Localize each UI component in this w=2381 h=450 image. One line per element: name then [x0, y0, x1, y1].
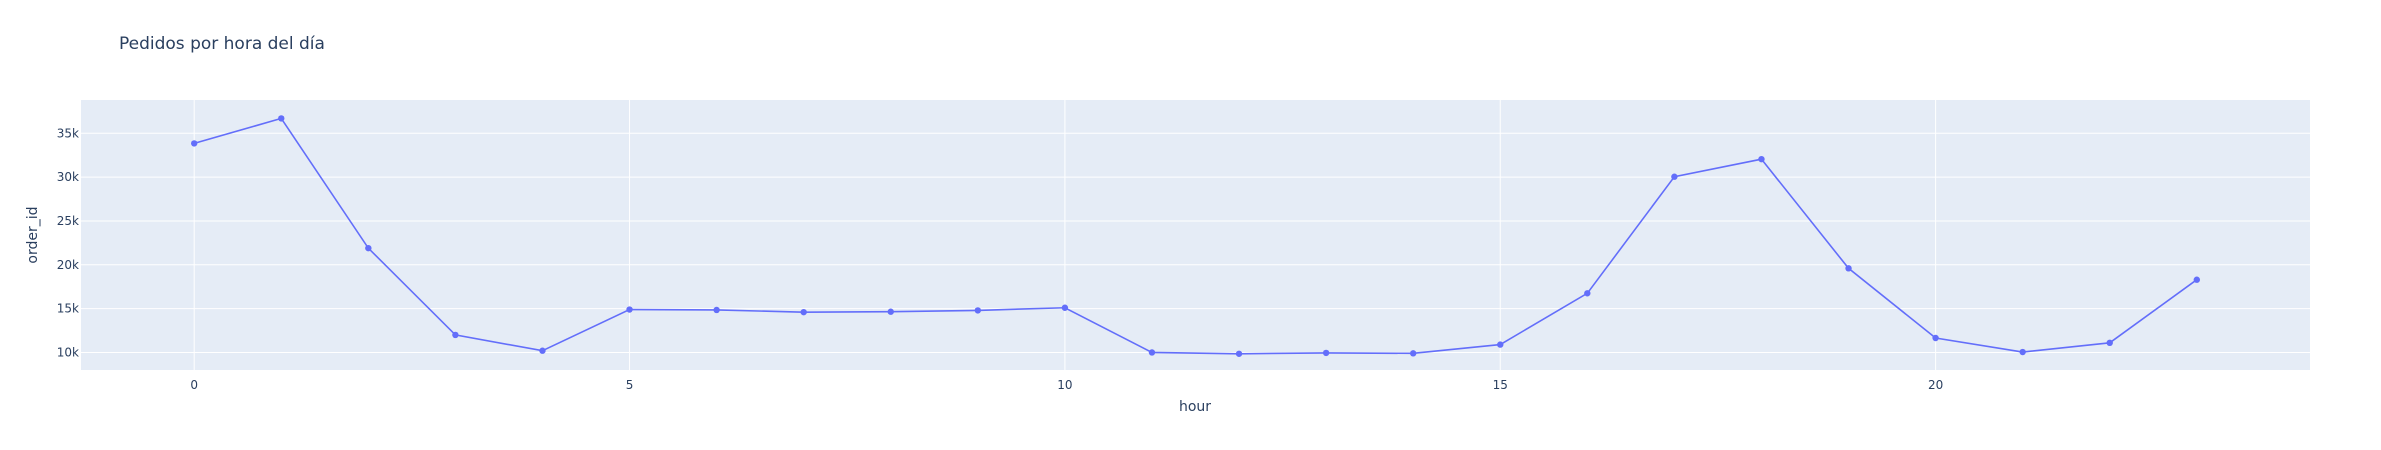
data-point[interactable]	[713, 306, 720, 314]
data-point[interactable]	[800, 308, 807, 316]
data-point[interactable]	[2106, 339, 2113, 347]
data-point[interactable]	[190, 140, 198, 147]
x-axis-label: hour	[1179, 399, 1211, 415]
y-tick-label: 30k	[57, 170, 79, 184]
data-point[interactable]	[365, 244, 372, 252]
y-tick-label: 25k	[57, 214, 79, 228]
data-point[interactable]	[1409, 350, 1417, 357]
x-tick-label: 5	[626, 378, 634, 392]
data-point[interactable]	[278, 115, 285, 122]
y-tick-label: 10k	[57, 345, 79, 359]
data-point[interactable]	[1932, 334, 1939, 342]
data-point[interactable]	[2019, 348, 2026, 356]
data-point[interactable]	[1061, 304, 1069, 311]
data-point[interactable]	[1497, 341, 1504, 348]
y-tick-label: 20k	[57, 258, 79, 272]
data-point[interactable]	[1584, 290, 1591, 297]
y-axis-ticks: 10k 15k 20k 25k 30k 35k	[57, 126, 79, 359]
x-tick-label: 15	[1493, 378, 1508, 392]
x-tick-label: 10	[1057, 378, 1072, 392]
data-point[interactable]	[1671, 173, 1678, 180]
data-point[interactable]	[2193, 276, 2201, 283]
data-point[interactable]	[1322, 349, 1330, 357]
y-tick-label: 35k	[57, 126, 79, 140]
data-point[interactable]	[887, 308, 894, 315]
x-axis-ticks: 0 5 10 15 20	[190, 378, 1943, 392]
data-point[interactable]	[1758, 155, 1765, 163]
data-point[interactable]	[539, 347, 546, 354]
series-layer	[190, 115, 2201, 357]
x-tick-label: 0	[190, 378, 198, 392]
x-tick-label: 20	[1928, 378, 1943, 392]
data-point[interactable]	[626, 306, 633, 313]
series-line	[193, 117, 2198, 355]
data-point[interactable]	[974, 307, 982, 314]
data-point[interactable]	[1235, 350, 1243, 357]
chart-title: Pedidos por hora del día	[119, 34, 325, 54]
data-point[interactable]	[1148, 349, 1156, 356]
y-axis-label: order_id	[25, 206, 41, 263]
data-point[interactable]	[1845, 265, 1852, 272]
data-point[interactable]	[452, 331, 459, 339]
plot-area	[81, 100, 2310, 370]
y-tick-label: 15k	[57, 302, 79, 316]
